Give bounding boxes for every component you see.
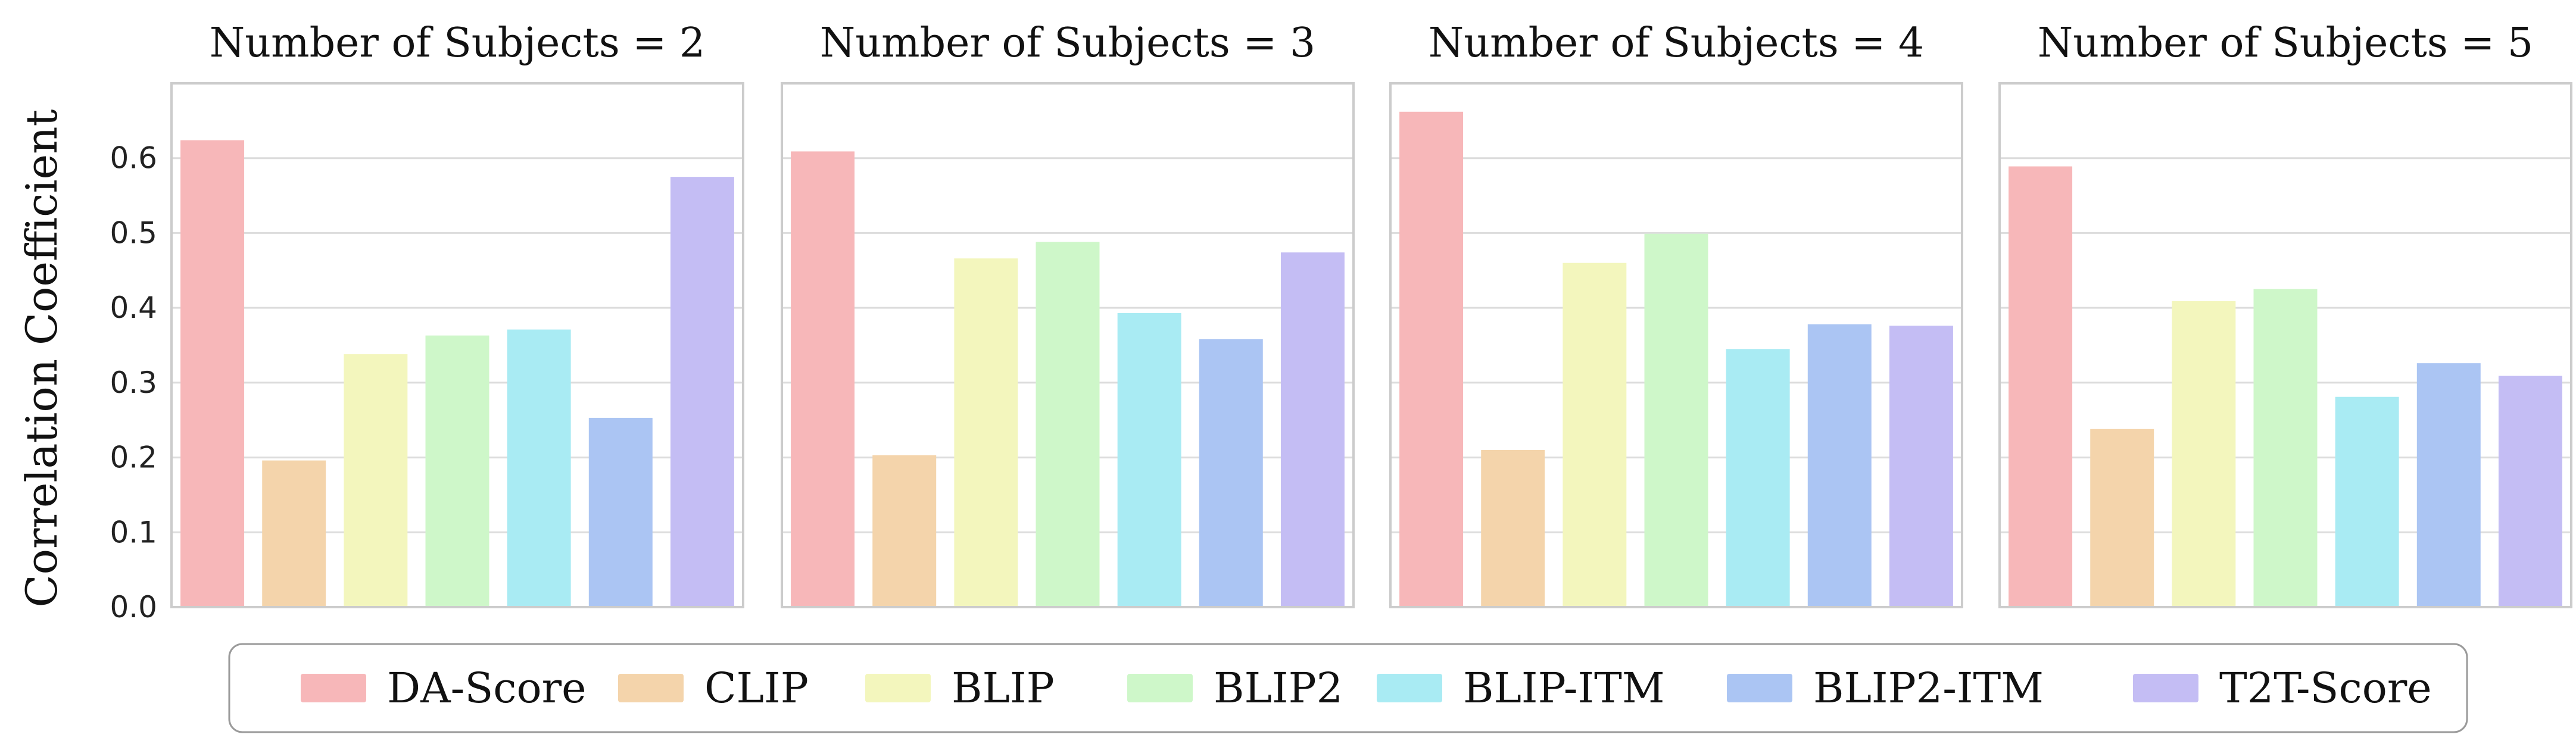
bar-t2t-score [1280, 252, 1345, 608]
legend-item: DA-Score [301, 664, 587, 712]
legend-label: BLIP [952, 664, 1055, 712]
legend-swatch [2133, 674, 2198, 702]
panel-3: Number of Subjects = 4 [1389, 20, 1963, 608]
chart-panels: Number of Subjects = 2 0.0 0.1 0.2 0.3 0.4 0.5… [110, 20, 2572, 624]
legend-label: BLIP-ITM [1463, 664, 1665, 712]
bar-t2t-score [1889, 326, 1953, 607]
bar-clip [2090, 429, 2154, 607]
legend-item: BLIP2 [1127, 664, 1343, 712]
legend-label: BLIP2-ITM [1813, 664, 2044, 712]
legend-item: BLIP-ITM [1377, 664, 1665, 712]
panel-frame [170, 82, 744, 608]
bar-blip2-itm [588, 417, 653, 607]
bar-blip-itm [2335, 396, 2399, 607]
y-tick-label: 0.4 [110, 290, 157, 325]
bar-blip2-itm [1199, 339, 1263, 607]
bar-blip [954, 258, 1018, 608]
legend-item: BLIP2-ITM [1727, 664, 2044, 712]
legend: DA-Score CLIP BLIP BLIP2 BLIP-ITM BLIP2-ITM T2… [228, 643, 2468, 733]
legend-swatch [1377, 674, 1442, 702]
panel-frame [781, 82, 1355, 608]
panel-frame [1389, 82, 1963, 608]
legend-swatch [1727, 674, 1792, 702]
bar-da-score [1399, 111, 1464, 607]
bar-blip [344, 354, 408, 607]
legend-label: DA-Score [387, 664, 587, 712]
legend-item: T2T-Score [2133, 664, 2432, 712]
y-tick-label: 0.5 [110, 215, 157, 250]
bar-da-score [2009, 166, 2073, 607]
legend-swatch [301, 674, 366, 702]
legend-label: BLIP2 [1214, 664, 1343, 712]
bar-clip [872, 455, 937, 607]
y-axis-label: Correlation Coefficient [17, 109, 67, 607]
panel-title: Number of Subjects = 4 [1429, 20, 1924, 67]
bar-blip2-itm [2416, 363, 2481, 607]
y-tick-label: 0.2 [110, 440, 157, 475]
panel-4: Number of Subjects = 5 [1998, 20, 2572, 608]
panel-2: Number of Subjects = 3 [781, 20, 1355, 608]
bar-t2t-score [2498, 376, 2562, 607]
legend-swatch [865, 674, 931, 702]
bar-blip-itm [1117, 312, 1181, 607]
bar-blip [1563, 262, 1627, 607]
bar-blip2-itm [1807, 324, 1872, 607]
bar-blip [2172, 301, 2236, 607]
bar-blip2 [425, 335, 489, 607]
bar-clip [262, 460, 326, 607]
bar-blip2 [1036, 242, 1100, 607]
bar-blip2 [1644, 233, 1708, 608]
bar-da-score [791, 151, 855, 607]
bar-blip-itm [1726, 349, 1790, 607]
panel-1: Number of Subjects = 2 0.0 0.1 0.2 0.3 0.4 0.5… [110, 20, 744, 624]
y-tick-label: 0.1 [110, 515, 157, 549]
bar-blip-itm [507, 329, 571, 607]
y-tick-label: 0.3 [110, 365, 157, 400]
bar-clip [1481, 450, 1545, 607]
y-tick-label: 0.6 [110, 141, 157, 176]
legend-item: BLIP [865, 664, 1055, 712]
panel-title: Number of Subjects = 3 [820, 20, 1315, 67]
legend-swatch [1127, 674, 1193, 702]
legend-frame [228, 643, 2468, 733]
legend-item: CLIP [618, 664, 809, 712]
panel-title: Number of Subjects = 2 [210, 20, 705, 67]
bar-da-score [180, 140, 245, 608]
panel-title: Number of Subjects = 5 [2038, 20, 2533, 67]
legend-label: CLIP [704, 664, 809, 712]
y-tick-label: 0.0 [110, 590, 157, 624]
legend-swatch [618, 674, 684, 702]
legend-label: T2T-Score [2219, 664, 2432, 712]
bar-t2t-score [670, 177, 734, 608]
panel-frame [1998, 82, 2572, 608]
bar-blip2 [2253, 289, 2318, 607]
